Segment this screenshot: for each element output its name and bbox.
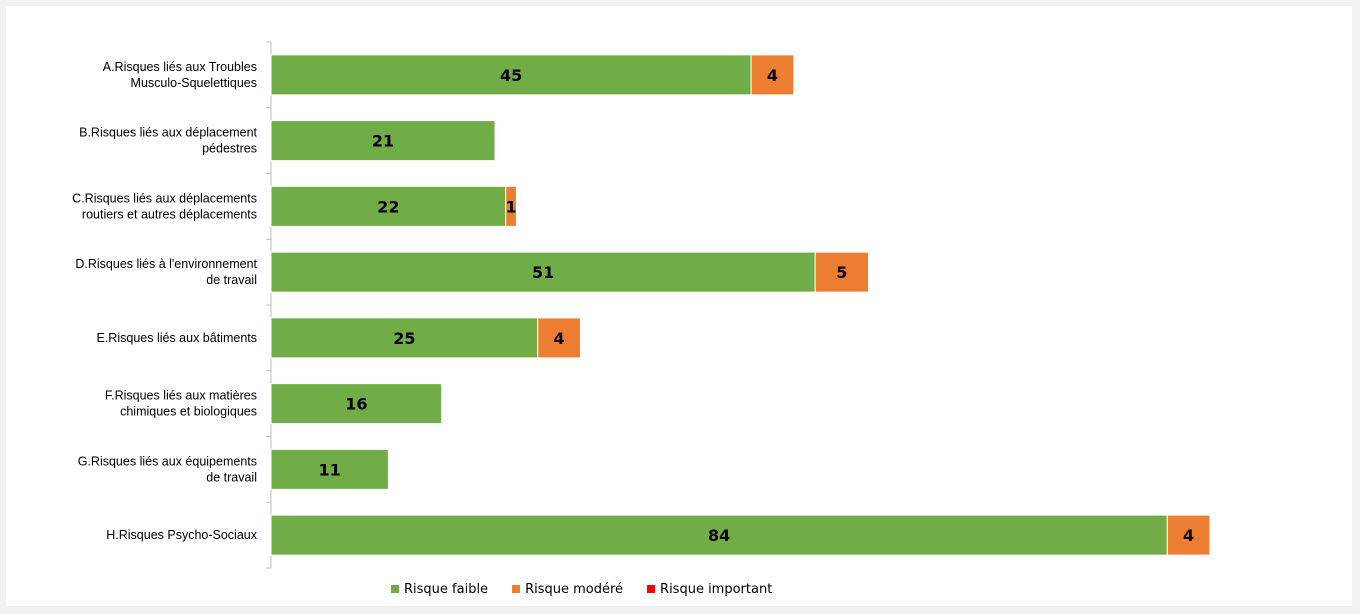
legend-entry: Risque modéré (525, 582, 623, 597)
bar-segment (537, 317, 581, 359)
category-tick-label-line: pédestres (202, 142, 257, 156)
data-label: 22 (377, 197, 399, 216)
category-tick-label-line: E.Risques liés aux bâtiments (97, 331, 258, 345)
legend: Risque faible Risque modéré Risque importa… (391, 582, 772, 597)
legend-swatch (391, 585, 399, 593)
category-tick-label-line: de travail (206, 470, 257, 484)
category-tick-label: C.Risques liés aux déplacements routiers … (72, 191, 257, 221)
data-label: 25 (393, 329, 415, 348)
category-tick-label-line: F.Risques liés aux matières (105, 389, 257, 403)
category-tick-label: E.Risques liés aux bâtiments (97, 331, 258, 345)
data-label: 45 (500, 66, 522, 85)
data-label: 1 (506, 197, 517, 216)
category-tick-label-line: routiers et autres déplacements (82, 207, 257, 221)
category-tick-label-line: A.Risques liés aux Troubles (103, 60, 257, 74)
category-tick-label-line: D.Risques liés à l'environnement (75, 257, 257, 271)
bar-segment (270, 185, 507, 227)
bar-segment (270, 120, 496, 162)
legend-entry: Risque faible (404, 582, 488, 597)
category-tick-label: H.Risques Psycho-Sociaux (106, 528, 258, 542)
data-label: 16 (345, 395, 367, 414)
chart-area: A.Risques liés aux Troubles Musculo-Squel… (6, 6, 1352, 606)
data-label: 4 (554, 329, 565, 348)
bar-segment (814, 251, 870, 293)
data-label: 51 (532, 263, 554, 282)
legend-swatch (647, 585, 656, 593)
bar-segment (270, 448, 389, 490)
category-tick-label-line: chimiques et biologiques (120, 405, 257, 419)
bar-segment (270, 514, 1168, 556)
category-tick-label-line: B.Risques liés aux déplacement (79, 126, 257, 140)
category-tick-label: F.Risques liés aux matières chimiques et … (105, 389, 257, 419)
data-label: 4 (1183, 526, 1194, 545)
category-axis (266, 41, 272, 569)
category-tick-label: D.Risques liés à l'environnement de trava… (75, 257, 257, 287)
category-tick-label-line: C.Risques liés aux déplacements (72, 191, 257, 205)
bar-segment (270, 251, 816, 293)
bars (270, 54, 1211, 556)
legend-swatch (512, 585, 521, 593)
category-tick-label: B.Risques liés aux déplacement pédestres (79, 126, 257, 156)
legend-entry: Risque important (660, 582, 772, 597)
bar-segment (270, 383, 443, 425)
bar-segment (1166, 514, 1211, 556)
data-label: 11 (319, 460, 341, 479)
data-label: 4 (767, 66, 778, 85)
data-label: 21 (372, 132, 394, 151)
category-tick-label-line: de travail (206, 273, 257, 287)
category-tick-label-line: H.Risques Psycho-Sociaux (106, 528, 258, 542)
bar-segment (270, 317, 539, 359)
category-tick-label-line: G.Risques liés aux équipements (78, 454, 257, 468)
data-labels: 45 4 21 22 1 51 5 25 4 16 11 84 4 (319, 66, 1195, 545)
data-label: 5 (836, 263, 847, 282)
category-tick-label: G.Risques liés aux équipements de travail (78, 454, 257, 484)
category-labels: A.Risques liés aux Troubles Musculo-Squel… (72, 60, 258, 542)
bar-segment (750, 54, 795, 96)
category-tick-label: A.Risques liés aux Troubles Musculo-Squel… (103, 60, 257, 90)
category-tick-label-line: Musculo-Squelettiques (131, 76, 257, 90)
data-label: 84 (708, 526, 730, 545)
bar-segment (505, 185, 517, 227)
stacked-bar-chart: A.Risques liés aux Troubles Musculo-Squel… (72, 41, 1211, 597)
